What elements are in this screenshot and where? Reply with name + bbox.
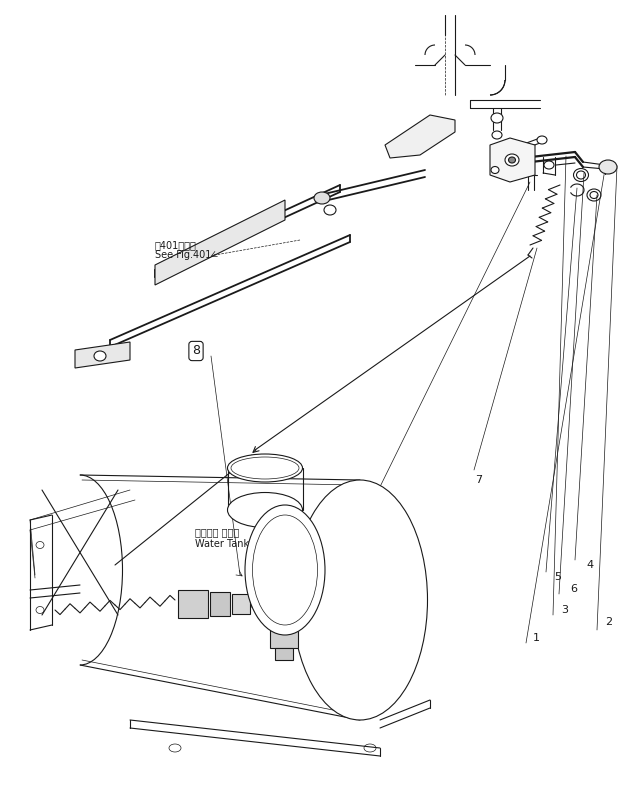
Text: 3: 3 [561, 605, 568, 615]
Ellipse shape [491, 166, 499, 174]
Text: 5: 5 [554, 572, 561, 582]
Ellipse shape [94, 351, 106, 361]
Text: See Fig.401: See Fig.401 [155, 250, 211, 260]
Bar [270, 630, 298, 648]
Text: 7: 7 [476, 475, 483, 485]
Ellipse shape [505, 154, 519, 166]
Polygon shape [490, 138, 535, 182]
Ellipse shape [599, 160, 617, 174]
Ellipse shape [314, 192, 330, 204]
Text: 8: 8 [342, 556, 349, 566]
Text: ワォータ タンク: ワォータ タンク [195, 527, 239, 537]
Text: 6: 6 [570, 584, 577, 594]
Polygon shape [155, 200, 285, 285]
Text: 2: 2 [605, 617, 613, 627]
Ellipse shape [293, 480, 427, 720]
Ellipse shape [245, 505, 325, 635]
Bar [232, 594, 250, 614]
Bar [178, 590, 208, 618]
Ellipse shape [492, 131, 502, 139]
Ellipse shape [509, 157, 516, 163]
Ellipse shape [280, 596, 290, 614]
Ellipse shape [227, 493, 302, 528]
Ellipse shape [227, 454, 302, 482]
Bar [275, 648, 293, 660]
Bar [210, 592, 230, 616]
Text: 4: 4 [587, 560, 594, 570]
Text: 第401図参照: 第401図参照 [155, 240, 197, 250]
Text: Water Tank: Water Tank [195, 539, 249, 549]
Ellipse shape [537, 136, 547, 144]
Text: 1: 1 [533, 633, 540, 643]
Polygon shape [75, 342, 130, 368]
Text: 8: 8 [192, 344, 200, 357]
Ellipse shape [324, 205, 336, 215]
Polygon shape [385, 115, 455, 158]
Ellipse shape [544, 161, 554, 169]
Ellipse shape [491, 113, 503, 123]
